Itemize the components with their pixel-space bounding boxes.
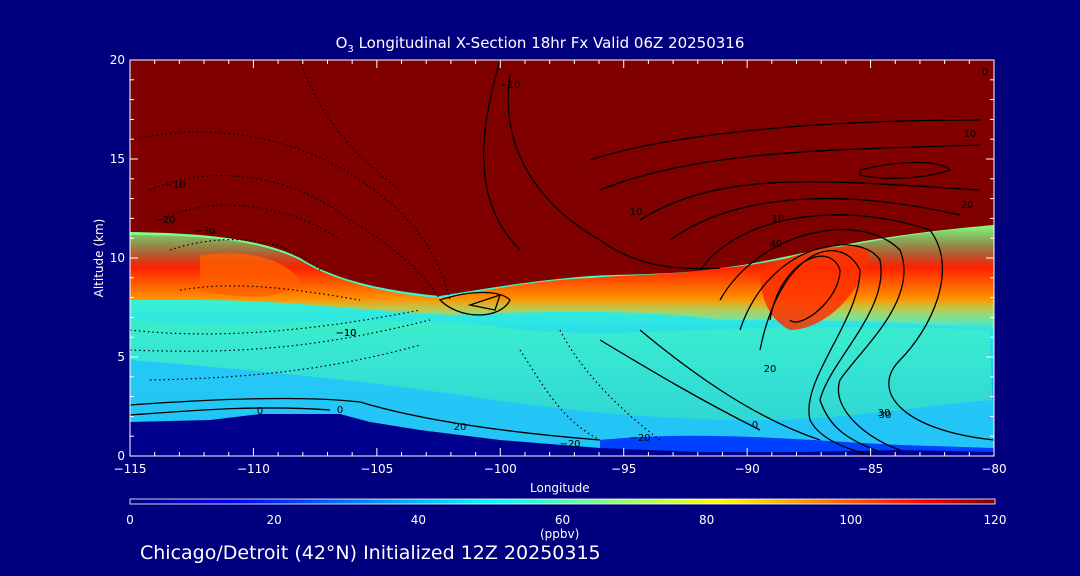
contour-label: 10 bbox=[772, 214, 785, 225]
contour-label: 0 bbox=[337, 405, 343, 416]
contour-label: −30 bbox=[194, 226, 215, 237]
x-tick-label: −100 bbox=[484, 462, 517, 476]
x-tick-label: −105 bbox=[360, 462, 393, 476]
y-axis: 0 5 10 15 20 bbox=[110, 53, 994, 463]
y-tick-label: 10 bbox=[110, 251, 125, 265]
x-tick-label: −90 bbox=[734, 462, 759, 476]
caption: Chicago/Detroit (42°N) Initialized 12Z 2… bbox=[140, 542, 601, 564]
x-tick-label: −85 bbox=[858, 462, 883, 476]
contour-label: −10 bbox=[335, 328, 356, 339]
y-tick-label: 0 bbox=[117, 449, 125, 463]
contour-label: −20 bbox=[629, 433, 650, 444]
colorbar-tick-label: 100 bbox=[839, 513, 862, 527]
ozone-field bbox=[130, 60, 994, 456]
contour-label: 0 bbox=[982, 67, 988, 78]
x-tick-label: −110 bbox=[237, 462, 270, 476]
chart-title: O3 Longitudinal X-Section 18hr Fx Valid … bbox=[335, 34, 745, 55]
y-tick-label: 20 bbox=[110, 53, 125, 67]
contour-label: −10 bbox=[164, 180, 185, 191]
contour-label: 20 bbox=[961, 200, 974, 211]
colorbar-tick-label: 0 bbox=[126, 513, 134, 527]
x-tick-label: −95 bbox=[611, 462, 636, 476]
contour-label: −20 bbox=[154, 215, 175, 226]
contour-label: −20 bbox=[559, 439, 580, 450]
contour-label: −10 bbox=[499, 80, 520, 91]
colorbar-tick-label: 40 bbox=[411, 513, 426, 527]
contour-label: 0 bbox=[257, 406, 263, 417]
colorbar-tick-label: 80 bbox=[699, 513, 714, 527]
colorbar-tick-label: 20 bbox=[267, 513, 282, 527]
colorbar-ticks: 0 20 40 60 80 100 120 bbox=[126, 513, 1006, 527]
contour-label: −10 bbox=[335, 328, 356, 339]
contour-label: 40 bbox=[770, 239, 783, 250]
y-axis-label: Altitude (km) bbox=[92, 218, 106, 298]
contour-label: 20 bbox=[454, 422, 467, 433]
colorbar-tick-label: 120 bbox=[984, 513, 1007, 527]
contour-label: 10 bbox=[630, 207, 643, 218]
y-tick-label: 15 bbox=[110, 152, 125, 166]
x-axis: −115 −110 −105 −100 −95 −90 −85 −80 bbox=[114, 60, 1007, 476]
contour-label: 10 bbox=[964, 129, 977, 140]
contour-label: 30 bbox=[878, 408, 891, 419]
contour-label: 0 bbox=[752, 420, 758, 431]
colorbar-units: (ppbv) bbox=[540, 527, 580, 541]
contour-labels: 0−10−20−30−10101020203040−100−20−20−1002… bbox=[154, 67, 988, 450]
colorbar bbox=[129, 498, 996, 505]
contour-label: 20 bbox=[764, 364, 777, 375]
contour-label: 30 bbox=[879, 410, 892, 421]
y-tick-label: 5 bbox=[117, 350, 125, 364]
x-tick-label: −80 bbox=[981, 462, 1006, 476]
colorbar-tick-label: 60 bbox=[555, 513, 570, 527]
x-tick-label: −115 bbox=[114, 462, 147, 476]
x-axis-label: Longitude bbox=[530, 481, 590, 495]
